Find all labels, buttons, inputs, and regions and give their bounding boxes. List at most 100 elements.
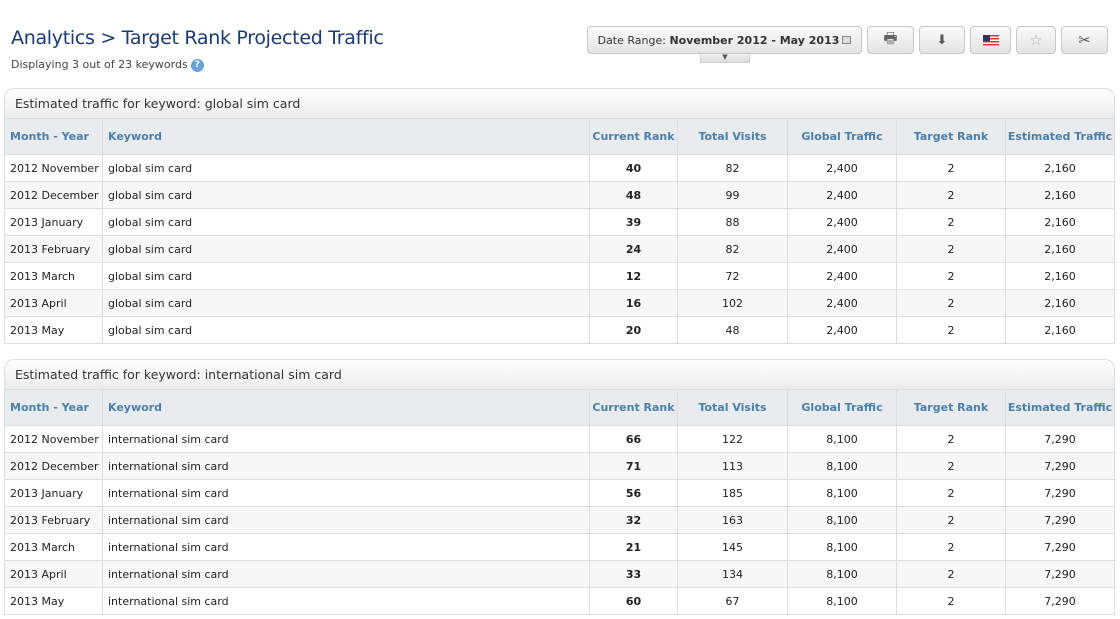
favorite-button[interactable]: ☆ xyxy=(1016,26,1056,54)
page-title: Analytics > Target Rank Projected Traffi… xyxy=(11,27,384,49)
help-icon[interactable]: ? xyxy=(190,58,204,72)
column-header[interactable]: Target Rank xyxy=(896,389,1006,426)
settings-button[interactable]: ✂ xyxy=(1061,26,1108,54)
table-cell: 32 xyxy=(589,506,678,534)
table-cell: 2 xyxy=(896,289,1006,317)
table-cell: 2013 January xyxy=(4,479,103,507)
table-cell: 2 xyxy=(896,425,1006,453)
table-cell: 113 xyxy=(677,452,788,480)
table-cell: global sim card xyxy=(102,262,590,290)
table-cell: 7,290 xyxy=(1005,533,1115,561)
column-header[interactable]: Global Traffic xyxy=(787,118,897,155)
table-cell: 2013 March xyxy=(4,533,103,561)
table-cell: 8,100 xyxy=(787,506,897,534)
keyword-count-text: Displaying 3 out of 23 keywords xyxy=(11,58,188,71)
table-cell: 7,290 xyxy=(1005,479,1115,507)
keyword-panel-international-sim-card: Estimated traffic for keyword: internati… xyxy=(4,359,1115,615)
table-row: 2013 February global sim card 24 82 2,400 2 2,… xyxy=(4,235,1115,263)
table-cell: 2,400 xyxy=(787,208,897,236)
date-range-value: November 2012 - May 2013 xyxy=(669,33,840,47)
table-cell: 82 xyxy=(677,235,788,263)
table-cell: 7,290 xyxy=(1005,587,1115,615)
table-cell: international sim card xyxy=(102,587,590,615)
table-row: 2013 April global sim card 16 102 2,400 2 2,16… xyxy=(4,289,1115,317)
table-cell: 2,400 xyxy=(787,262,897,290)
keyword-count: Displaying 3 out of 23 keywords? xyxy=(11,58,204,72)
column-header[interactable]: Current Rank xyxy=(589,389,678,426)
column-header[interactable]: Month - Year xyxy=(4,118,103,155)
table-cell: 145 xyxy=(677,533,788,561)
toolbar-expand-toggle[interactable]: ▼ xyxy=(700,54,750,63)
table-cell: 2,400 xyxy=(787,289,897,317)
table-cell: global sim card xyxy=(102,154,590,182)
table-cell: international sim card xyxy=(102,506,590,534)
table-cell: 2,160 xyxy=(1005,154,1115,182)
table-row: 2012 November global sim card 40 82 2,400 2 2,… xyxy=(4,154,1115,182)
table-cell: 2 xyxy=(896,533,1006,561)
table-cell: international sim card xyxy=(102,425,590,453)
header-row: Month - Year Keyword Current Rank Total Vis… xyxy=(4,389,1115,426)
table-cell: 7,290 xyxy=(1005,560,1115,588)
column-header[interactable]: Estimated Traffic xyxy=(1005,389,1115,426)
table-cell: 2 xyxy=(896,479,1006,507)
table-cell: 48 xyxy=(677,316,788,344)
country-button[interactable] xyxy=(970,26,1011,54)
table-cell: 163 xyxy=(677,506,788,534)
table-row: 2013 May international sim card 60 67 8,100 2… xyxy=(4,587,1115,615)
table-cell: 8,100 xyxy=(787,587,897,615)
export-icon: ⬇ xyxy=(936,32,948,48)
table-cell: 2,160 xyxy=(1005,289,1115,317)
table-cell: 2,160 xyxy=(1005,262,1115,290)
table-cell: 2013 May xyxy=(4,587,103,615)
column-header[interactable]: Global Traffic xyxy=(787,389,897,426)
table-cell: 2013 January xyxy=(4,208,103,236)
table-cell: 2 xyxy=(896,587,1006,615)
print-icon: 🖶 xyxy=(883,28,898,47)
table-cell: 2,160 xyxy=(1005,181,1115,209)
table-cell: 8,100 xyxy=(787,425,897,453)
table-cell: international sim card xyxy=(102,479,590,507)
table-cell: 2,160 xyxy=(1005,208,1115,236)
table-cell: 2 xyxy=(896,208,1006,236)
keyword-panel-global-sim-card: Estimated traffic for keyword: global si… xyxy=(4,88,1115,344)
column-header[interactable]: Total Visits xyxy=(677,118,788,155)
table-cell: 102 xyxy=(677,289,788,317)
table-cell: 2,160 xyxy=(1005,316,1115,344)
table-cell: 2,160 xyxy=(1005,235,1115,263)
print-button[interactable]: 🖶 xyxy=(867,26,914,54)
export-button[interactable]: ⬇ xyxy=(919,26,965,54)
table-cell: 2012 December xyxy=(4,452,103,480)
table-cell: 7,290 xyxy=(1005,452,1115,480)
traffic-table: Month - Year Keyword Current Rank Total Vis… xyxy=(4,389,1115,615)
column-header[interactable]: Target Rank xyxy=(896,118,1006,155)
table-cell: 8,100 xyxy=(787,452,897,480)
table-cell: 66 xyxy=(589,425,678,453)
table-row: 2013 March international sim card 21 145 8,1… xyxy=(4,533,1115,561)
column-header[interactable]: Keyword xyxy=(102,389,590,426)
table-cell: 20 xyxy=(589,316,678,344)
star-icon: ☆ xyxy=(1029,31,1043,49)
table-cell: 12 xyxy=(589,262,678,290)
table-row: 2013 February international sim card 32 163… xyxy=(4,506,1115,534)
table-cell: 2013 May xyxy=(4,316,103,344)
table-cell: 7,290 xyxy=(1005,425,1115,453)
table-cell: 2,400 xyxy=(787,154,897,182)
table-cell: 2,400 xyxy=(787,316,897,344)
table-cell: international sim card xyxy=(102,533,590,561)
table-cell: 2 xyxy=(896,452,1006,480)
table-row: 2012 December international sim card 71 113… xyxy=(4,452,1115,480)
header-row: Month - Year Keyword Current Rank Total Vis… xyxy=(4,118,1115,155)
column-header[interactable]: Keyword xyxy=(102,118,590,155)
column-header[interactable]: Total Visits xyxy=(677,389,788,426)
table-cell: 99 xyxy=(677,181,788,209)
table-cell: 122 xyxy=(677,425,788,453)
table-cell: international sim card xyxy=(102,452,590,480)
table-row: 2013 May global sim card 20 48 2,400 2 2,160 xyxy=(4,316,1115,344)
table-row: 2012 November international sim card 66 122… xyxy=(4,425,1115,453)
panel-title: Estimated traffic for keyword: internati… xyxy=(4,359,1115,389)
date-range-button[interactable]: Date Range: November 2012 - May 2013 xyxy=(587,26,862,54)
table-cell: 7,290 xyxy=(1005,506,1115,534)
column-header[interactable]: Current Rank xyxy=(589,118,678,155)
column-header[interactable]: Month - Year xyxy=(4,389,103,426)
column-header[interactable]: Estimated Traffic xyxy=(1005,118,1115,155)
